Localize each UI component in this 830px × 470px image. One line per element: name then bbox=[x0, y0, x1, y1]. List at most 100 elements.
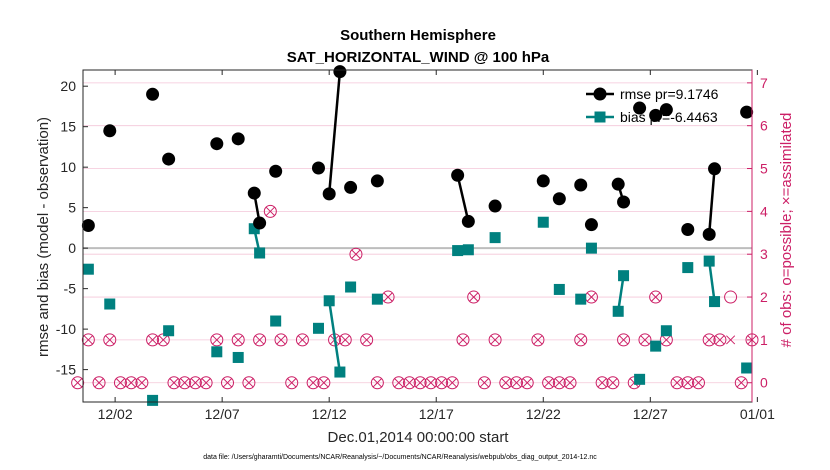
obs-possible-marker bbox=[617, 333, 631, 347]
obs-assimilated-marker bbox=[704, 335, 714, 345]
obs-assimilated-marker bbox=[351, 249, 361, 259]
x-tick-label: 12/22 bbox=[526, 406, 561, 422]
rmse-point bbox=[81, 218, 95, 232]
obs-assimilated-marker bbox=[158, 335, 168, 345]
bias-point bbox=[709, 296, 721, 308]
obs-possible-marker bbox=[477, 376, 491, 390]
obs-assimilated-marker bbox=[608, 378, 618, 388]
bias-point bbox=[232, 351, 244, 363]
rmse-point bbox=[451, 168, 465, 182]
legend-bias-label: bias pr=-6.4463 bbox=[620, 109, 718, 125]
obs-possible-marker bbox=[510, 376, 524, 390]
obs-possible-marker bbox=[649, 290, 663, 304]
obs-assimilated-marker bbox=[586, 292, 596, 302]
bias-point bbox=[660, 325, 672, 337]
x-tick-label: 12/27 bbox=[633, 406, 668, 422]
legend-rmse-marker bbox=[593, 87, 607, 101]
rmse-point bbox=[322, 187, 336, 201]
x-tick-label: 12/12 bbox=[312, 406, 347, 422]
bias-point bbox=[650, 340, 662, 352]
bias-point bbox=[452, 245, 464, 257]
obs-assimilated-marker bbox=[276, 335, 286, 345]
rmse-point bbox=[247, 186, 261, 200]
y-right-tick-label: 2 bbox=[760, 289, 768, 305]
obs-possible-marker bbox=[71, 376, 85, 390]
data-file-footnote: data file: /Users/gharamti/Documents/NCA… bbox=[203, 454, 597, 461]
obs-possible-marker bbox=[135, 376, 149, 390]
y-right-tick-label: 0 bbox=[760, 375, 768, 391]
obs-possible-marker bbox=[167, 376, 181, 390]
obs-possible-marker bbox=[595, 376, 609, 390]
rmse-point bbox=[210, 137, 224, 151]
obs-possible-marker bbox=[552, 376, 566, 390]
obs-assimilated-marker bbox=[180, 378, 190, 388]
y-axis-left-ticks: 20 15 10 5 0 -5 -10 -15 bbox=[56, 78, 88, 378]
obs-assimilated-marker bbox=[683, 378, 693, 388]
rmse-point bbox=[370, 174, 384, 188]
obs-possible-marker bbox=[606, 376, 620, 390]
obs-possible-marker bbox=[638, 333, 652, 347]
bias-point bbox=[537, 216, 549, 228]
bias-point bbox=[147, 394, 159, 406]
bias-point bbox=[104, 298, 116, 310]
obs-possible-marker bbox=[531, 333, 545, 347]
rmse-point bbox=[681, 223, 695, 237]
bias-point bbox=[682, 262, 694, 274]
obs-assimilated-marker bbox=[244, 378, 254, 388]
obs-assimilated-marker bbox=[469, 292, 479, 302]
y-right-tick-label: 4 bbox=[760, 203, 768, 219]
obs-assimilated-marker bbox=[554, 378, 564, 388]
obs-possible-marker bbox=[402, 376, 416, 390]
x-tick-label: 01/01 bbox=[740, 406, 775, 422]
y-tick-label: -10 bbox=[56, 321, 76, 337]
bias-point bbox=[82, 263, 94, 275]
legend: rmse pr=9.1746 bias pr=-6.4463 bbox=[586, 86, 719, 125]
obs-possible-marker bbox=[520, 376, 534, 390]
bias-point bbox=[371, 293, 383, 305]
obs-possible-marker bbox=[285, 376, 299, 390]
obs-assimilated-marker bbox=[94, 378, 104, 388]
rmse-point bbox=[649, 108, 663, 122]
y-tick-label: -5 bbox=[64, 281, 77, 297]
obs-assimilated-marker bbox=[297, 335, 307, 345]
obs-possible-marker bbox=[702, 333, 716, 347]
bias-line bbox=[616, 275, 625, 312]
obs-assimilated-marker bbox=[565, 378, 575, 388]
obs-assimilated-marker bbox=[533, 335, 543, 345]
y-right-tick-label: 6 bbox=[760, 118, 768, 134]
obs-possible-marker bbox=[231, 333, 245, 347]
obs-possible-marker bbox=[221, 376, 235, 390]
obs-assimilated-marker bbox=[479, 378, 489, 388]
rmse-series bbox=[81, 65, 754, 241]
obs-assimilated-marker bbox=[287, 378, 297, 388]
obs-assimilated-marker bbox=[693, 378, 704, 388]
obs-assimilated-marker bbox=[415, 378, 425, 388]
obs-possible-marker bbox=[413, 376, 427, 390]
obs-possible-marker bbox=[81, 333, 95, 347]
obs-assimilated-marker bbox=[501, 378, 511, 388]
bias-point bbox=[553, 283, 565, 295]
obs-assimilated-marker bbox=[83, 335, 93, 345]
obs-assimilated-marker bbox=[190, 378, 200, 388]
obs-assimilated-marker bbox=[233, 335, 243, 345]
obs-assimilated-marker bbox=[137, 378, 147, 388]
obs-assimilated-marker bbox=[651, 292, 661, 302]
obs-possible-marker bbox=[242, 376, 256, 390]
rmse-point bbox=[253, 216, 267, 230]
obs-possible-marker bbox=[306, 376, 320, 390]
obs-assimilated-marker bbox=[126, 378, 136, 388]
bias-point bbox=[703, 255, 715, 267]
rmse-point bbox=[146, 87, 160, 101]
rmse-point bbox=[552, 192, 566, 206]
bias-point bbox=[575, 293, 587, 305]
obs-possible-marker bbox=[370, 376, 384, 390]
obs-possible-marker bbox=[124, 376, 138, 390]
obs-assimilated-marker bbox=[169, 378, 179, 388]
rmse-point bbox=[633, 101, 647, 115]
obs-possible-marker bbox=[253, 333, 267, 347]
obs-assimilated-marker bbox=[447, 378, 457, 388]
bias-point bbox=[634, 373, 646, 385]
bias-point bbox=[334, 366, 346, 378]
rmse-point bbox=[488, 199, 502, 213]
